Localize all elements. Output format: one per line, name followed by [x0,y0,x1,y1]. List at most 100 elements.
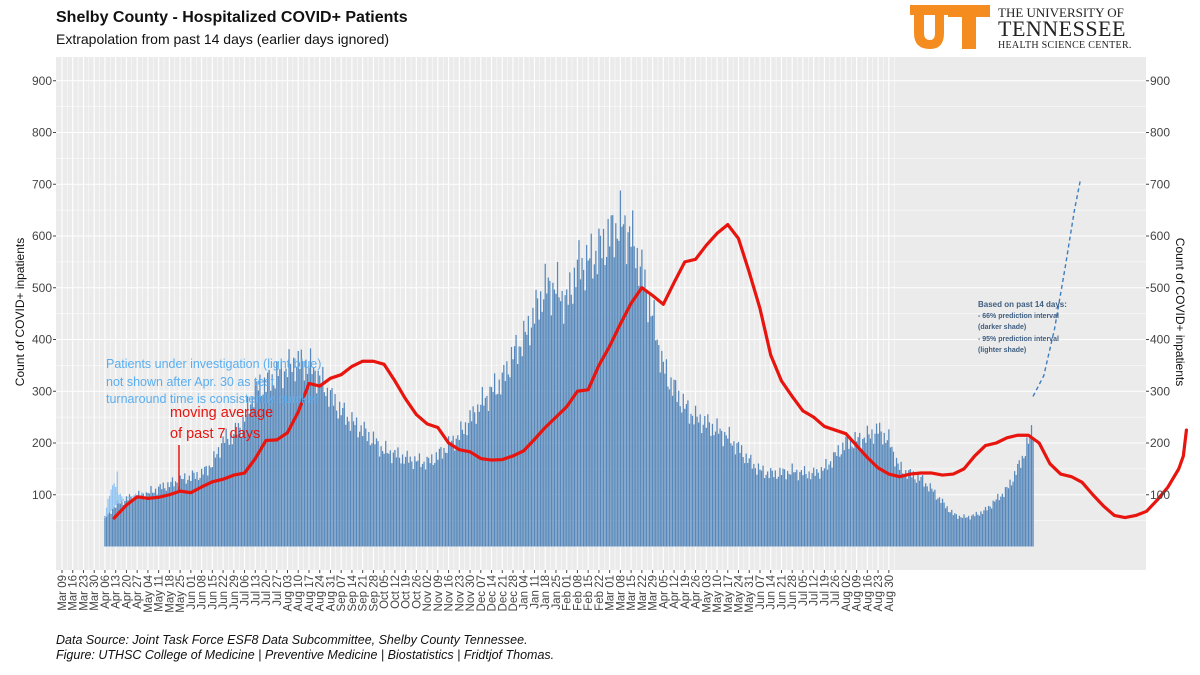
bar-hospitalized [291,371,293,547]
x-tick-label: Jun 22 [218,575,230,610]
bar-hospitalized [184,473,186,547]
bar-hospitalized [408,462,410,547]
bar-hospitalized [641,249,643,547]
bar-hospitalized [193,472,195,547]
bar-hospitalized [391,463,393,547]
bar-hospitalized [329,390,332,547]
bar-hospitalized [575,287,577,547]
bar-hospitalized [105,516,108,547]
bar-pui [118,494,120,504]
bar-hospitalized [647,322,649,547]
bar-hospitalized [731,445,734,547]
bar-hospitalized [727,438,729,547]
bar-hospitalized [234,422,236,547]
x-tick-label: Sep 14 [347,574,359,611]
bar-hospitalized [503,365,505,547]
bar-hospitalized [1018,460,1020,547]
bar-hospitalized [794,472,796,547]
bar-hospitalized [455,438,457,547]
x-tick-label: Mar 16 [68,575,80,611]
bar-hospitalized [991,508,993,547]
bar-hospitalized [472,406,474,547]
x-tick-label: Dec 14 [487,574,499,611]
bar-hospitalized [780,475,783,547]
bar-hospitalized [208,465,210,547]
bar-hospitalized [257,390,260,547]
bar-hospitalized [975,511,977,547]
y-axis-label-left: Count of COVID+ inpatients [13,238,27,386]
bar-hospitalized [164,488,166,547]
bar-hospitalized [934,489,936,547]
bar-hospitalized [443,447,445,547]
bar-hospitalized [441,458,444,547]
bar-hospitalized [730,443,732,547]
x-tick-label: Jul 19 [819,575,831,606]
bar-hospitalized [840,454,842,547]
bar-hospitalized [754,468,757,547]
bar-hospitalized [323,392,325,547]
bar-hospitalized [791,463,793,547]
ma-note-line1: moving average [170,405,273,421]
bar-hospitalized [504,381,506,547]
bar-hospitalized [664,373,666,547]
bar-hospitalized [596,274,599,547]
bar-hospitalized [228,444,230,547]
x-tick-label: Aug 17 [304,575,316,611]
bar-hospitalized [115,507,117,547]
bar-hospitalized [739,452,741,547]
bar-pui [104,516,106,519]
bar-hospitalized [636,247,638,547]
bar-hospitalized [148,493,151,547]
bar-hospitalized [205,466,207,547]
bar-hospitalized [862,438,864,547]
bar-hospitalized [515,334,517,547]
bar-hospitalized [911,477,913,547]
bar-hospitalized [833,452,835,547]
bar-hospitalized [489,386,491,547]
bar-hospitalized [492,391,494,547]
bar-hospitalized [150,486,152,547]
bar-hospitalized [334,394,336,547]
bar-hospitalized [937,498,939,547]
bar-hospitalized [231,444,233,547]
bar-hospitalized [771,470,773,547]
bar-hospitalized [243,421,246,547]
bar-hospitalized [966,517,968,547]
bar-hospitalized [555,293,557,547]
bar-hospitalized [854,431,856,547]
y-tick-label: 500 [32,281,52,295]
bar-hospitalized [559,301,562,547]
bar-hospitalized [619,190,622,547]
bar-hospitalized [322,366,324,547]
x-tick-label: Jun 29 [229,575,241,610]
bar-hospitalized [800,470,803,547]
bar-hospitalized [108,510,111,547]
bar-hospitalized [1020,467,1022,547]
bar-hospitalized [339,401,341,547]
bar-hospitalized [627,232,629,547]
bar-hospitalized [447,436,450,547]
bar-hospitalized [437,459,439,547]
bar-hospitalized [667,386,669,547]
bar-hospitalized [424,469,427,547]
bar-hospitalized [564,295,566,547]
bar-hospitalized [285,368,287,547]
lines-layer [112,178,1189,520]
bar-hospitalized [978,515,980,547]
bar-hospitalized [219,457,221,547]
bar-hospitalized [423,461,425,547]
bar-hospitalized [197,480,200,547]
bar-hospitalized [691,415,694,547]
bar-hospitalized [974,516,976,547]
bar-hospitalized [398,457,401,547]
bar-hospitalized [253,407,255,547]
bar-hospitalized [245,414,247,547]
bar-hospitalized [809,479,812,547]
x-tick-label: Aug 03 [282,575,294,611]
bar-hospitalized [713,435,715,547]
bar-hospitalized [337,418,339,547]
bar-hospitalized [704,416,706,547]
bar-hospitalized [475,423,477,547]
bar-hospitalized [317,370,319,547]
bar-hospitalized [348,421,350,547]
